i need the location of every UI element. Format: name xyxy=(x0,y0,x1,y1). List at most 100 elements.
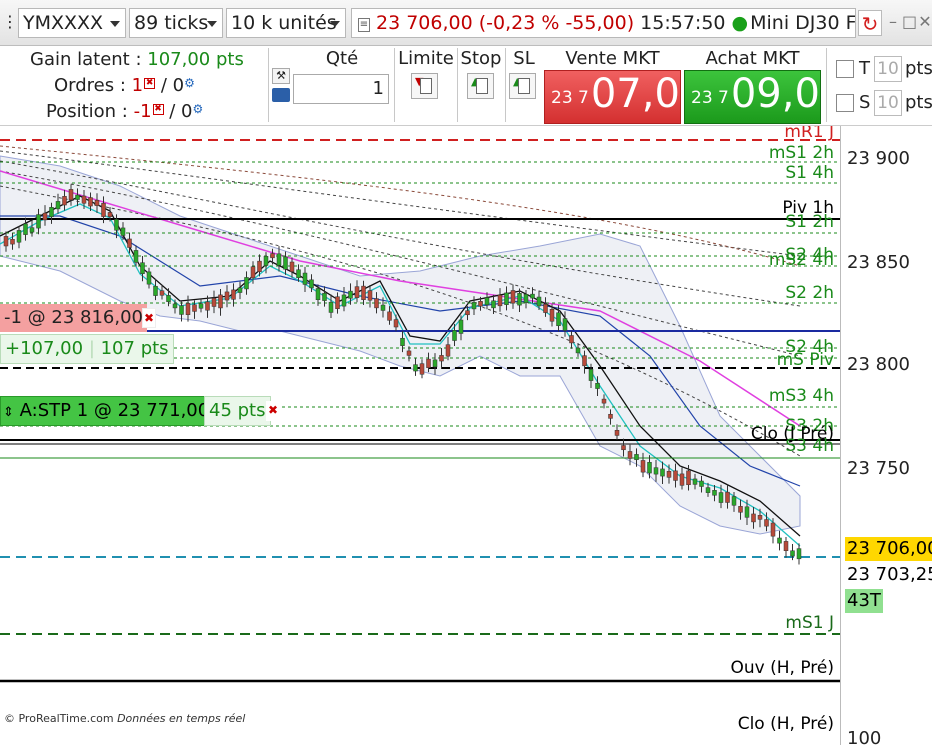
close-icon[interactable]: ✕ xyxy=(918,12,932,31)
candle-body xyxy=(439,355,444,362)
target-checkbox[interactable] xyxy=(836,60,854,78)
orders-row: Ordres : 1 ✖ / 0⚙ xyxy=(54,75,195,96)
cancel-stop-icon[interactable]: ✖ xyxy=(266,401,280,421)
candle-body xyxy=(205,301,210,311)
candle-body xyxy=(569,335,574,344)
maximize-icon[interactable]: □ xyxy=(902,12,918,31)
limit-order-button[interactable]: ▼ xyxy=(411,73,438,99)
candle-body xyxy=(796,548,802,560)
candle-body xyxy=(764,519,769,527)
keyboard-icon[interactable] xyxy=(272,88,290,102)
gear-icon[interactable]: ⚙ xyxy=(184,76,195,90)
divider xyxy=(268,48,269,122)
price-axis[interactable]: 23 900 23 850 23 800 23 750 23 706,00 23… xyxy=(840,126,932,745)
candle-body xyxy=(153,285,158,296)
qty-header: Qté xyxy=(325,48,359,69)
candle-body xyxy=(712,490,717,496)
candle-body xyxy=(413,364,418,372)
orders-zero: / 0 xyxy=(155,75,185,96)
candle-body xyxy=(647,462,652,474)
stop-pts-input[interactable]: 10 xyxy=(874,90,902,116)
level-label: mS3 4h xyxy=(768,386,834,406)
ticks-selector[interactable]: 89 ticks xyxy=(129,8,223,38)
candle-body xyxy=(699,480,704,487)
position-zero: / 0 xyxy=(163,101,193,122)
stop-checkbox[interactable] xyxy=(836,94,854,112)
candle-body xyxy=(36,214,41,229)
candle-body xyxy=(244,277,249,290)
cancel-orders-icon[interactable]: ✖ xyxy=(144,78,156,89)
candle-body xyxy=(23,223,28,235)
level-label: S1 4h xyxy=(785,163,834,183)
candle-body xyxy=(406,350,412,356)
close-position-icon[interactable]: ✖ xyxy=(152,104,164,115)
candle-body xyxy=(471,302,477,310)
minimize-icon[interactable]: – xyxy=(889,12,897,31)
drag-handle-icon[interactable]: ⋮ xyxy=(2,12,18,31)
candle-body xyxy=(276,253,282,266)
candle-body xyxy=(114,219,119,231)
chevron-down-icon xyxy=(330,21,340,27)
price-chart[interactable]: mR1 J mS1 2h S1 4h Piv 1h S1 2h S2 4h mS… xyxy=(0,126,840,745)
instrument-selector[interactable]: YMXXXX xyxy=(18,8,126,38)
position-line-label[interactable]: -1 @ 23 816,00 xyxy=(0,304,147,332)
candle-body xyxy=(575,347,581,354)
ticker-info[interactable]: ≡ 23 706,00 (-0,23 % -55,00) 15:57:50 ● Min… xyxy=(351,8,856,38)
quantity-input[interactable]: 1 xyxy=(293,74,389,104)
candle-body xyxy=(738,506,743,513)
last-price-tag: 23 706,00 xyxy=(845,537,932,561)
ticker-price: 23 706,00 xyxy=(376,12,473,34)
level-label: S3 2h xyxy=(785,416,834,436)
candle-body xyxy=(166,295,171,302)
candle-body xyxy=(68,189,74,201)
candle-body xyxy=(302,272,308,285)
ma-dashed-2 xyxy=(0,160,801,307)
gain-label: Gain latent : xyxy=(30,49,148,70)
close-position-icon[interactable]: ✖ xyxy=(142,308,156,328)
candle-body xyxy=(608,413,613,419)
orders-label: Ordres : xyxy=(54,75,132,96)
volume-axis-label: 100 xyxy=(847,728,882,745)
axis-tick-label: 23 800 xyxy=(847,354,910,375)
buy-price-main: 09,0 xyxy=(730,71,820,117)
candle-body xyxy=(718,492,724,503)
candle-body xyxy=(42,212,48,221)
candle-body xyxy=(270,253,275,259)
candle-body xyxy=(400,337,405,346)
candle-body xyxy=(543,304,548,313)
wrench-icon[interactable]: ⚒ xyxy=(272,68,290,84)
target-pts-input[interactable]: 10 xyxy=(874,56,902,82)
candle-body xyxy=(653,467,659,475)
refresh-icon[interactable]: ↻ xyxy=(858,10,882,36)
ma-magenta xyxy=(0,170,801,427)
stop-order-label[interactable]: ⇕ A:STP 1 @ 23 771,00 xyxy=(0,396,215,426)
level-label: Ouv (H, Pré) xyxy=(730,658,834,678)
sl-order-button[interactable]: ▲ xyxy=(509,73,536,99)
candle-body xyxy=(621,445,626,451)
gear-icon[interactable]: ⚙ xyxy=(192,102,204,116)
stop-pts-label: pts xyxy=(905,92,932,113)
chevron-down-icon xyxy=(207,21,217,27)
level-label: mR1 J xyxy=(784,126,834,142)
stop-order-button[interactable]: ▲ xyxy=(467,73,494,99)
candle-body xyxy=(536,296,542,307)
candle-body xyxy=(127,238,132,248)
sell-market-button[interactable]: 23 707,00 xyxy=(544,70,681,124)
candle-body xyxy=(380,304,386,311)
candle-body xyxy=(179,305,184,315)
target-label: T xyxy=(859,58,870,79)
level-label: mS2 4h xyxy=(768,250,834,270)
buy-market-button[interactable]: 23 709,00 xyxy=(684,70,821,124)
candle-body xyxy=(777,537,782,544)
arrow-down-icon: ▼ xyxy=(415,76,423,87)
units-selector[interactable]: 10 k unités xyxy=(226,8,346,38)
candle-body xyxy=(432,359,438,368)
candle-body xyxy=(283,256,288,270)
info-icon[interactable]: ≡ xyxy=(358,18,370,32)
candle-body xyxy=(582,355,587,367)
candle-body xyxy=(458,319,464,334)
drag-handle-icon[interactable]: ⇕ xyxy=(3,405,14,420)
level-label: Piv 1h xyxy=(782,198,834,218)
chevron-down-icon xyxy=(110,21,120,27)
candle-body xyxy=(107,212,113,217)
